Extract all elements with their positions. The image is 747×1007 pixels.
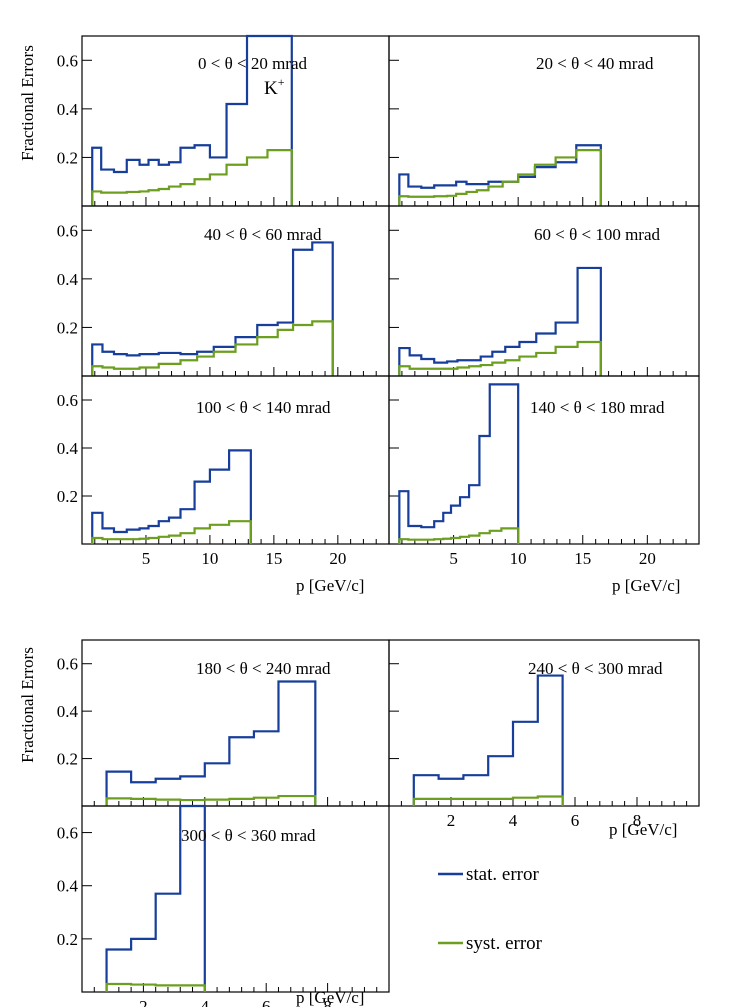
panel-3-syst-error-histogram xyxy=(91,320,334,376)
panel-2-syst-error-histogram xyxy=(398,149,602,206)
panel-7-ytick-label: 0.6 xyxy=(57,655,78,674)
panel-4-title: 60 < θ < 100 mrad xyxy=(534,225,660,244)
panel-6-xtick-label: 10 xyxy=(510,549,527,568)
panel-9-frame xyxy=(81,805,390,993)
panel-6-xtick-label: 5 xyxy=(449,549,458,568)
panel-9-title: 300 < θ < 360 mrad xyxy=(181,826,316,845)
panel-5-xtick-label: 20 xyxy=(329,549,346,568)
panel-5-ytick-label: 0.6 xyxy=(57,391,78,410)
panel-1-title: 0 < θ < 20 mrad xyxy=(198,54,307,73)
panel-9-syst-error-histogram xyxy=(105,982,206,992)
panel-9-ytick-label: 0.6 xyxy=(57,824,78,843)
panel-9-ytick-label: 0.4 xyxy=(57,877,79,896)
panel-5-syst-error-histogram xyxy=(91,520,252,544)
panel-6-stat-error-histogram xyxy=(398,383,520,544)
legend-stat-label: stat. error xyxy=(466,864,539,885)
panel-7-title: 180 < θ < 240 mrad xyxy=(196,659,331,678)
panel-1-ytick-label: 0.2 xyxy=(57,148,78,167)
panel-9-ytick-label: 0.2 xyxy=(57,930,78,949)
panel-3-ytick-label: 0.4 xyxy=(57,270,79,289)
panel-5-xtick-label: 10 xyxy=(201,549,218,568)
panel-6-xtick-label: 20 xyxy=(639,549,656,568)
panel-9-xtick-label: 6 xyxy=(262,997,271,1007)
panel-8-xtick-label: 4 xyxy=(509,811,518,830)
panel-5-title: 100 < θ < 140 mrad xyxy=(196,398,331,417)
panel-2-title: 20 < θ < 40 mrad xyxy=(536,54,654,73)
panel-8-xtick-label: 2 xyxy=(447,811,456,830)
panel-5-xtick-label: 15 xyxy=(265,549,282,568)
ylabel-bottom: Fractional Errors xyxy=(18,647,37,763)
panel-8-stat-error-histogram xyxy=(412,674,564,806)
panel-7-ytick-label: 0.2 xyxy=(57,750,78,769)
panel-1-ytick-label: 0.4 xyxy=(57,100,79,119)
particle-symbol: K xyxy=(264,78,278,99)
xlabel-bottom-right: p [GeV/c] xyxy=(609,820,677,839)
panel-6-title: 140 < θ < 180 mrad xyxy=(530,398,665,417)
panel-3-ytick-label: 0.2 xyxy=(57,318,78,337)
panel-3-ytick-label: 0.6 xyxy=(57,221,78,240)
panel-7-stat-error-histogram xyxy=(105,680,317,806)
panel-9-stat-error-histogram xyxy=(105,804,206,992)
panel-9-xtick-label: 4 xyxy=(201,997,210,1007)
panel-8-xtick-label: 8 xyxy=(633,811,642,830)
panel-8-xtick-label: 6 xyxy=(571,811,580,830)
panel-8-title: 240 < θ < 300 mrad xyxy=(528,659,663,678)
panel-9-xtick-label: 8 xyxy=(323,997,332,1007)
panel-5-xtick-label: 5 xyxy=(142,549,151,568)
panel-5-stat-error-histogram xyxy=(91,449,252,544)
panel-7-syst-error-histogram xyxy=(105,794,317,806)
panel-3-stat-error-histogram xyxy=(91,241,334,376)
particle-label: K+ xyxy=(264,75,285,99)
xlabel-bottom-left: p [GeV/c] xyxy=(296,988,364,1007)
panel-5-ytick-label: 0.2 xyxy=(57,487,78,506)
panel-5-ytick-label: 0.4 xyxy=(57,439,79,458)
ylabel-top: Fractional Errors xyxy=(18,45,37,161)
panel-6-syst-error-histogram xyxy=(398,527,520,544)
panel-1-ytick-label: 0.6 xyxy=(57,51,78,70)
xlabel-left: p [GeV/c] xyxy=(296,576,364,595)
legend-syst-label: syst. error xyxy=(466,933,543,954)
xlabel-right: p [GeV/c] xyxy=(612,576,680,595)
panel-7-ytick-label: 0.4 xyxy=(57,702,79,721)
panel-9-xtick-label: 2 xyxy=(139,997,148,1007)
panel-4-stat-error-histogram xyxy=(398,266,602,376)
panel-6-xtick-label: 15 xyxy=(574,549,591,568)
panel-8-frame xyxy=(388,639,700,807)
panel-4-syst-error-histogram xyxy=(398,340,602,376)
panel-1-syst-error-histogram xyxy=(91,149,293,206)
panel-1-stat-error-histogram xyxy=(91,34,293,206)
panel-3-title: 40 < θ < 60 mrad xyxy=(204,225,322,244)
particle-charge: + xyxy=(278,75,285,89)
panel-8-syst-error-histogram xyxy=(412,795,564,806)
